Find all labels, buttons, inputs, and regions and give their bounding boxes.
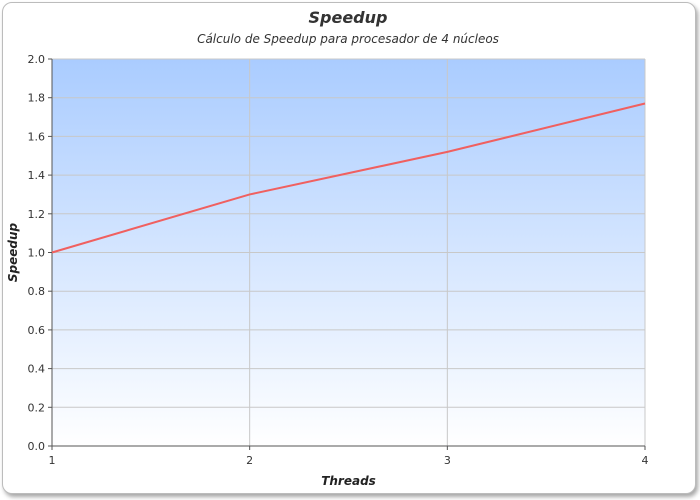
y-tick-label: 1.4	[28, 169, 46, 182]
x-tick-label: 3	[444, 454, 451, 467]
y-tick-label: 1.8	[28, 92, 46, 105]
x-axis-title: Threads	[321, 474, 376, 488]
y-tick-labels: 0.0 0.2 0.4 0.6 0.8 1.0 1.2 1.4 1.6 1.8 2.0	[28, 53, 46, 453]
y-tick-label: 1.2	[28, 208, 46, 221]
chart-title: Speedup	[308, 8, 388, 27]
y-tick-label: 0.4	[28, 363, 46, 376]
y-tick-label: 1.0	[28, 247, 46, 260]
x-tick-label: 4	[642, 454, 649, 467]
y-tick-label: 0.2	[28, 401, 46, 414]
chart-subtitle: Cálculo de Speedup para procesador de 4 …	[197, 32, 499, 46]
y-tick-label: 0.6	[28, 324, 46, 337]
y-tick-label: 0.8	[28, 285, 46, 298]
y-tick-label: 1.6	[28, 130, 46, 143]
y-tick-label: 2.0	[28, 53, 46, 66]
series-group	[51, 102, 646, 254]
y-axis-title: Speedup	[6, 222, 20, 282]
x-tick-label: 2	[246, 454, 253, 467]
series-line	[51, 102, 646, 254]
y-tick-label: 0.0	[28, 440, 46, 453]
x-tick-labels: 1 2 3 4	[49, 454, 649, 467]
x-tick-label: 1	[49, 454, 56, 467]
